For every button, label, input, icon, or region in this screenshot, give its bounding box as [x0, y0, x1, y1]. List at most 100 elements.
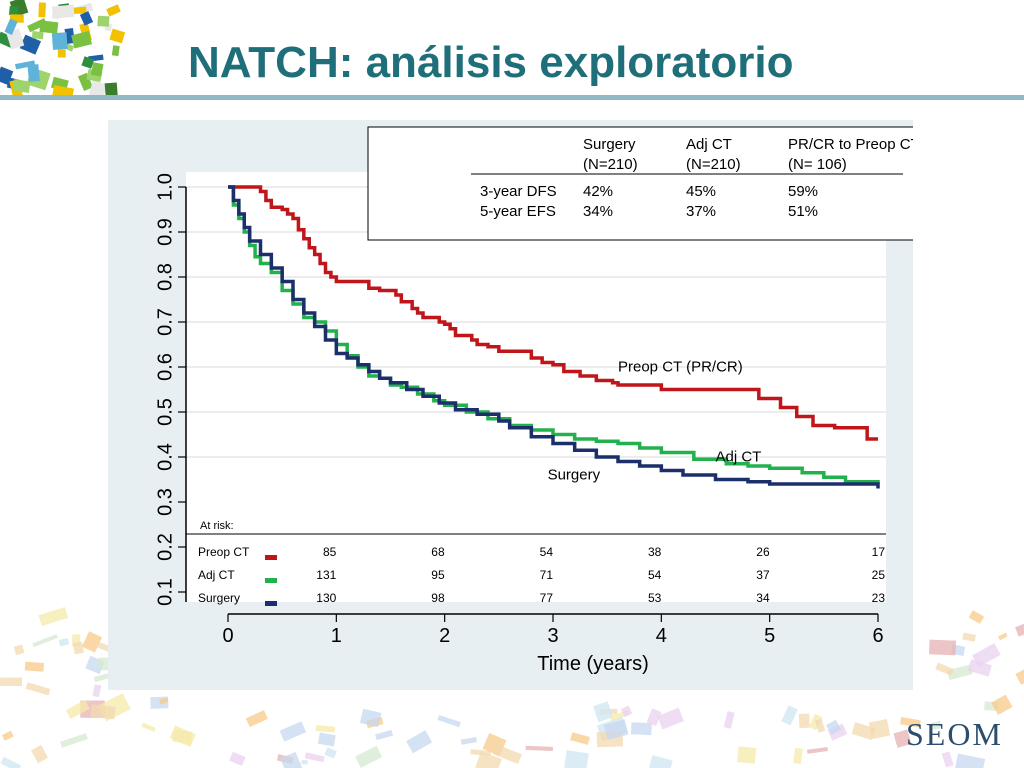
risk-row-swatch [265, 578, 277, 583]
mosaic-tile [826, 719, 842, 735]
risk-cell: 53 [648, 591, 662, 605]
summary-col-n: (N=210) [686, 156, 741, 173]
series-annotation: Preop CT (PR/CR) [618, 359, 743, 376]
mosaic-tile [92, 684, 102, 698]
summary-row-label: 5-year EFS [480, 203, 556, 220]
mosaic-tile [972, 643, 1001, 668]
mosaic-tile [13, 644, 25, 656]
x-tick-label: 2 [439, 625, 450, 647]
mosaic-tile [91, 661, 101, 669]
mosaic-tile [38, 607, 69, 627]
mosaic-tile [90, 704, 116, 720]
summary-col-header: Adj CT [686, 136, 732, 153]
mosaic-tile [315, 725, 336, 733]
summary-cell: 45% [686, 183, 716, 200]
mosaic-tile [1, 730, 14, 741]
risk-cell: 77 [540, 591, 554, 605]
mosaic-tile [827, 723, 848, 741]
y-tick-label: 0.9 [154, 218, 176, 246]
mosaic-tile [781, 705, 798, 726]
mosaic-tile [324, 747, 337, 759]
mosaic-tile [806, 746, 828, 754]
y-tick-label: 0.7 [154, 308, 176, 336]
summary-col-header: Surgery [583, 136, 636, 153]
mosaic-tile [111, 45, 120, 57]
mosaic-tile [460, 737, 478, 745]
risk-cell: 26 [756, 545, 770, 559]
summary-col-n: (N= 106) [788, 156, 847, 173]
mosaic-decoration-top [0, 0, 126, 95]
risk-cell: 38 [648, 545, 662, 559]
mosaic-tile [437, 715, 461, 728]
mosaic-tile [475, 751, 502, 768]
title-underline [0, 95, 1024, 100]
mosaic-tile [931, 720, 942, 731]
mosaic-decoration-bottom [0, 607, 1024, 768]
mosaic-tile [25, 682, 51, 696]
mosaic-tile [39, 20, 59, 34]
mosaic-tile [991, 694, 1013, 715]
mosaic-tile [814, 718, 826, 733]
mosaic-tile [0, 677, 23, 687]
risk-row-label: Surgery [198, 591, 240, 605]
y-tick-label: 0.1 [154, 578, 176, 606]
y-tick-label: 0.4 [154, 443, 176, 471]
y-tick-label: 0.6 [154, 353, 176, 381]
mosaic-tile [941, 751, 954, 768]
page-title: NATCH: análisis exploratorio [188, 38, 794, 87]
y-tick-label: 0.5 [154, 398, 176, 426]
series-surgery [228, 185, 880, 489]
risk-cell: 98 [431, 591, 445, 605]
x-tick-label: 1 [331, 625, 342, 647]
series-annotation: Adj CT [716, 449, 762, 466]
summary-row-label: 3-year DFS [480, 183, 557, 200]
mosaic-tile [280, 751, 303, 768]
mosaic-tile [470, 749, 492, 756]
mosaic-tile [935, 662, 955, 676]
mosaic-tile [73, 6, 87, 14]
mosaic-tile [1015, 621, 1024, 637]
series-preop-ct [228, 185, 878, 441]
risk-cell: 23 [872, 591, 886, 605]
mosaic-tile [72, 641, 84, 655]
summary-cell: 42% [583, 183, 613, 200]
mosaic-tile [304, 752, 325, 763]
mosaic-tile [109, 28, 126, 44]
risk-cell: 25 [872, 568, 886, 582]
mosaic-tile [19, 34, 42, 55]
risk-cell: 54 [540, 545, 554, 559]
mosaic-tile [868, 718, 891, 740]
summary-cell: 59% [788, 183, 818, 200]
mosaic-tile [57, 49, 66, 58]
mosaic-tile [27, 64, 40, 82]
mosaic-tile [648, 755, 673, 768]
x-tick-label: 0 [222, 625, 233, 647]
plot-area [186, 172, 886, 602]
risk-cell: 85 [323, 545, 337, 559]
mosaic-tile [52, 85, 74, 95]
mosaic-tile [159, 697, 169, 705]
summary-table-box [367, 126, 913, 241]
mosaic-tile [998, 632, 1008, 641]
mosaic-tile [0, 66, 14, 85]
x-tick-label: 4 [656, 625, 667, 647]
y-tick-label: 0.3 [154, 488, 176, 516]
mosaic-tile [31, 31, 44, 40]
mosaic-tile [968, 610, 985, 624]
mosaic-tile [51, 32, 68, 50]
summary-cell: 37% [686, 203, 716, 220]
risk-cell: 131 [316, 568, 336, 582]
risk-row-swatch [265, 601, 277, 606]
mosaic-tile [104, 82, 119, 95]
risk-cell: 34 [756, 591, 770, 605]
mosaic-tile [32, 634, 58, 648]
risk-row-label: Adj CT [198, 568, 235, 582]
risk-row-swatch [265, 555, 277, 560]
risk-cell: 17 [872, 545, 886, 559]
mosaic-tile [355, 745, 383, 768]
mosaic-tile [646, 708, 662, 727]
risk-cell: 130 [316, 591, 336, 605]
mosaic-tile [928, 639, 957, 656]
x-tick-label: 6 [872, 625, 883, 647]
mosaic-tile [90, 62, 104, 77]
